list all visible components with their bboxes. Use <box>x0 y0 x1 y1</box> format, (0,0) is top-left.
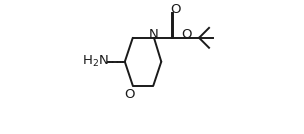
Text: O: O <box>124 88 135 101</box>
Text: H$_2$N: H$_2$N <box>82 54 109 69</box>
Text: N: N <box>149 28 159 41</box>
Text: O: O <box>181 28 192 41</box>
Text: O: O <box>170 3 181 16</box>
